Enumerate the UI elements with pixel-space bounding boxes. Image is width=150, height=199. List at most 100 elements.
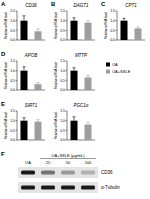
bar: [71, 71, 78, 90]
y-tick: [66, 140, 68, 141]
y-axis-label: Relative mRNA level: [54, 61, 58, 89]
error-cap: [37, 82, 40, 83]
error-stem: [24, 118, 25, 121]
error-bar: [23, 67, 26, 71]
error-bar: [37, 83, 40, 85]
marks: [21, 118, 42, 140]
y-tick-label: 0.0: [110, 38, 115, 42]
y-tick: [16, 70, 18, 71]
y-axis-label: Relative mRNA level: [104, 11, 108, 39]
y-tick-label: 1.5: [60, 9, 65, 13]
y-tick: [116, 30, 118, 31]
error-stem: [38, 120, 39, 122]
y-tick-label: 0.0: [60, 38, 65, 42]
band: [81, 186, 95, 190]
legend-swatch: [106, 63, 110, 67]
y-axis: [67, 111, 68, 140]
bar: [35, 84, 42, 90]
y-tick-label: 1.0: [10, 19, 15, 23]
error-cap: [23, 15, 26, 16]
y-tick: [16, 40, 18, 41]
y-tick-label: 1.5: [60, 109, 65, 113]
y-tick-label: 0.0: [60, 138, 65, 142]
y-axis-label: Relative mRNA level: [54, 11, 58, 39]
y-tick: [16, 90, 18, 91]
y-tick-label: 1.0: [10, 119, 15, 123]
error-bar: [23, 118, 26, 121]
marks: [121, 18, 142, 40]
y-tick-label: 0.5: [60, 79, 65, 83]
error-bar: [73, 68, 76, 71]
y-tick: [16, 20, 18, 21]
bar: [21, 121, 28, 140]
y-tick: [66, 61, 68, 62]
lane-label: 100: [85, 160, 92, 165]
y-tick-label: 1.0: [60, 119, 65, 123]
y-tick-label: 0.5: [10, 79, 15, 83]
y-axis: [117, 11, 118, 40]
y-tick: [66, 80, 68, 81]
y-tick: [116, 11, 118, 12]
legend-swatch: [106, 70, 110, 74]
error-stem: [74, 68, 75, 71]
band: [21, 186, 35, 190]
y-tick: [16, 140, 18, 141]
panel-letter: D: [1, 51, 6, 57]
error-stem: [38, 29, 39, 31]
bar: [35, 31, 42, 40]
y-tick: [16, 130, 18, 131]
band: [81, 171, 95, 175]
y-tick-label: 1.0: [10, 69, 15, 73]
error-bar: [137, 27, 140, 29]
row-label: CD36: [101, 170, 113, 175]
y-tick: [116, 40, 118, 41]
legend-label: OA: [112, 62, 118, 67]
y-axis: [67, 11, 68, 40]
subplot: ESIRT1Relative mRNA level0.00.51.01.5: [1, 101, 45, 142]
y-tick: [16, 120, 18, 121]
y-tick-label: 0.5: [10, 129, 15, 133]
band: [21, 171, 35, 175]
y-axis: [17, 11, 18, 40]
gene-title: DAGT1: [73, 3, 89, 8]
error-bar: [73, 18, 76, 21]
y-tick-label: 0.5: [110, 29, 115, 33]
error-stem: [24, 67, 25, 71]
error-stem: [88, 21, 89, 23]
error-stem: [24, 16, 25, 21]
y-tick-label: 1.0: [60, 19, 65, 23]
lane-label: 25: [46, 160, 51, 165]
bar: [85, 125, 92, 140]
subplot: DAPOBRelative mRNA level0.00.51.01.5: [1, 51, 45, 92]
error-stem: [74, 18, 75, 21]
marks: [21, 16, 42, 40]
bar: [35, 122, 42, 140]
membrane: [18, 167, 98, 178]
y-tick-label: 0.5: [60, 129, 65, 133]
lane-label: 50: [66, 160, 71, 165]
error-cap: [87, 122, 90, 123]
y-tick: [66, 90, 68, 91]
error-bar: [73, 117, 76, 121]
panel-letter: B: [51, 1, 56, 7]
error-bar: [87, 122, 90, 124]
page: {"chart_data":[ {"type":"bar","panel":"A…: [0, 0, 150, 199]
y-tick: [16, 61, 18, 62]
y-tick: [16, 11, 18, 12]
y-tick-label: 1.5: [10, 109, 15, 113]
error-stem: [88, 122, 89, 124]
y-tick: [66, 111, 68, 112]
bar: [121, 21, 128, 40]
gene-title: MTTP: [75, 53, 87, 58]
y-tick: [66, 40, 68, 41]
membrane: [18, 182, 98, 193]
subplot: MTTPRelative mRNA level0.00.51.01.5: [54, 53, 95, 92]
marks: [21, 67, 42, 90]
y-tick-label: 1.0: [110, 19, 115, 23]
error-cap: [73, 17, 76, 18]
bar: [71, 121, 78, 140]
panel-letter: C: [101, 1, 106, 7]
legend-label: OA+SSLE: [112, 69, 131, 74]
gene-title: CD36: [25, 3, 37, 8]
y-tick-label: 0.5: [60, 29, 65, 33]
